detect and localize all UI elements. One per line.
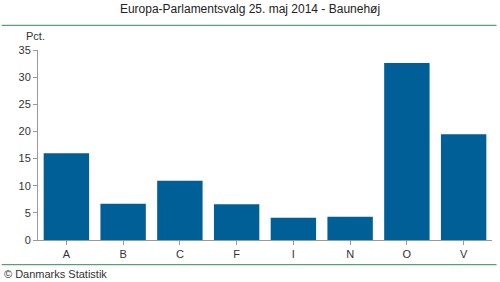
svg-text:© Danmarks Statistik: © Danmarks Statistik bbox=[4, 268, 107, 280]
svg-text:35: 35 bbox=[19, 44, 31, 56]
svg-text:I: I bbox=[292, 248, 295, 260]
svg-text:10: 10 bbox=[19, 180, 31, 192]
svg-text:30: 30 bbox=[19, 71, 31, 83]
svg-text:C: C bbox=[176, 248, 184, 260]
svg-text:N: N bbox=[346, 248, 354, 260]
svg-text:O: O bbox=[403, 248, 412, 260]
svg-text:Europa-Parlamentsvalg 25. maj: Europa-Parlamentsvalg 25. maj 2014 - Bau… bbox=[120, 2, 380, 16]
svg-text:5: 5 bbox=[25, 207, 31, 219]
svg-text:15: 15 bbox=[19, 152, 31, 164]
svg-text:F: F bbox=[233, 248, 240, 260]
svg-text:Pct.: Pct. bbox=[26, 30, 45, 42]
svg-text:25: 25 bbox=[19, 98, 31, 110]
svg-text:V: V bbox=[460, 248, 468, 260]
svg-text:B: B bbox=[119, 248, 126, 260]
svg-text:A: A bbox=[63, 248, 71, 260]
svg-text:20: 20 bbox=[19, 125, 31, 137]
svg-text:0: 0 bbox=[25, 234, 31, 246]
